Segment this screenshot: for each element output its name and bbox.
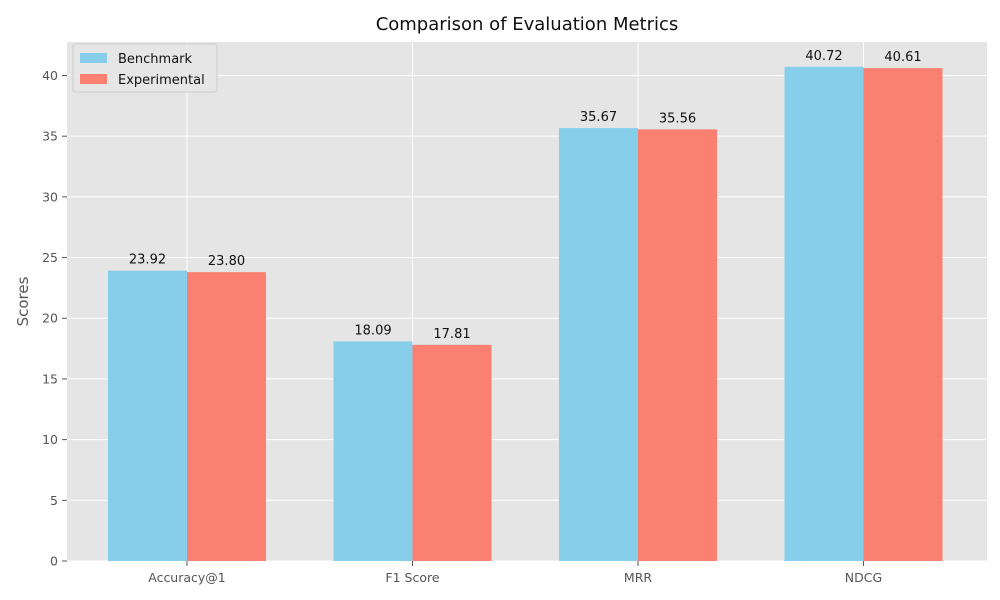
data-label: 17.81 bbox=[433, 327, 470, 342]
bar-experimental-3 bbox=[863, 68, 943, 562]
bar-benchmark-0 bbox=[108, 270, 187, 561]
legend: Benchmark Experimental bbox=[72, 43, 218, 93]
data-label: 40.61 bbox=[884, 50, 921, 65]
bar-benchmark-2 bbox=[559, 128, 638, 561]
bars bbox=[108, 66, 943, 562]
y-tick-label: 25 bbox=[42, 250, 58, 265]
y-tick-label: 15 bbox=[42, 371, 58, 386]
y-tick-label: 40 bbox=[42, 68, 58, 83]
y-axis-ticks: 0 5 10 15 20 25 30 35 40 bbox=[42, 68, 67, 569]
data-label: 40.72 bbox=[805, 49, 842, 64]
y-tick-label: 5 bbox=[50, 493, 58, 508]
x-tick-label: Accuracy@1 bbox=[148, 570, 226, 585]
bar-benchmark-1 bbox=[333, 341, 413, 561]
legend-label: Benchmark bbox=[118, 52, 193, 67]
y-tick-label: 35 bbox=[42, 129, 58, 144]
data-labels: 23.92 18.09 35.67 40.72 23.80 17.81 35.56 40.61 bbox=[129, 49, 922, 342]
bar-benchmark-3 bbox=[784, 66, 864, 561]
y-axis-label: Scores bbox=[14, 276, 32, 326]
x-tick-label: NDCG bbox=[845, 570, 882, 585]
x-axis-ticks: Accuracy@1 F1 Score MRR NDCG bbox=[148, 561, 882, 585]
y-tick-label: 0 bbox=[50, 554, 58, 569]
y-tick-label: 10 bbox=[42, 432, 58, 447]
y-tick-label: 20 bbox=[42, 311, 58, 326]
x-tick-label: F1 Score bbox=[385, 570, 439, 585]
y-tick-label: 30 bbox=[42, 189, 58, 204]
bar-experimental-2 bbox=[638, 129, 717, 562]
x-tick-label: MRR bbox=[624, 570, 652, 585]
data-label: 23.80 bbox=[208, 254, 245, 269]
legend-swatch bbox=[80, 74, 107, 84]
legend-label: Experimental bbox=[118, 73, 205, 88]
data-label: 35.56 bbox=[659, 111, 696, 126]
data-label: 18.09 bbox=[354, 323, 391, 338]
bar-experimental-0 bbox=[187, 272, 266, 561]
chart-title: Comparison of Evaluation Metrics bbox=[376, 14, 679, 35]
data-label: 23.92 bbox=[129, 253, 166, 268]
data-label: 35.67 bbox=[580, 110, 617, 125]
legend-swatch bbox=[80, 53, 107, 63]
legend-box bbox=[72, 43, 218, 93]
bar-experimental-1 bbox=[412, 344, 492, 561]
